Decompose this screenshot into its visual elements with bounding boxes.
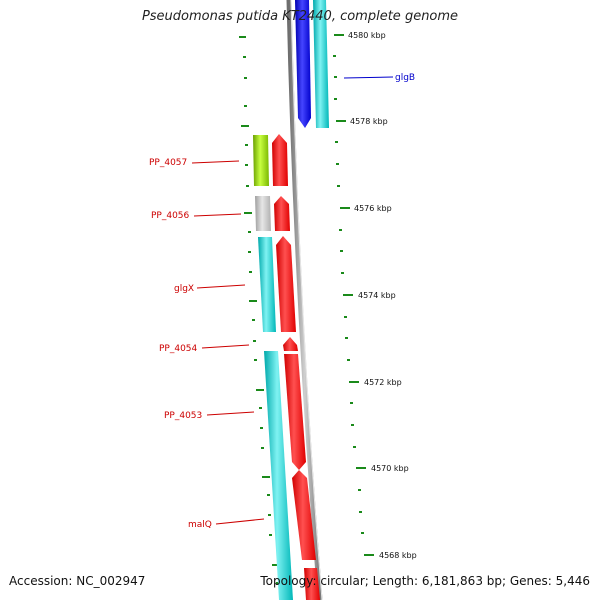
tick-label-4574: 4574 kbp [358, 291, 396, 300]
tick-label-4570: 4570 kbp [371, 464, 409, 473]
gene-label-glgB[interactable]: glgB [395, 73, 415, 83]
tick-label-4580: 4580 kbp [348, 31, 386, 40]
leader-malQ [215, 518, 265, 525]
gene-glgB-outer-cyan[interactable] [313, 0, 329, 128]
tick-label-4576: 4576 kbp [354, 204, 392, 213]
gene-glgX-cyan[interactable] [258, 237, 276, 332]
leader-PP_4054 [201, 344, 250, 349]
outer-track [295, 0, 329, 128]
gene-label-malQ[interactable]: malQ [188, 520, 212, 530]
tick-label-4568: 4568 kbp [379, 551, 417, 560]
leader-PP_4057 [191, 160, 240, 164]
gene-PP_4053-red[interactable] [284, 354, 306, 470]
gene-PP_4053-cyan[interactable] [264, 351, 293, 600]
gene-PP_4057-red[interactable] [272, 134, 288, 186]
gene-PP_4054-red[interactable] [283, 337, 298, 351]
gene-malQ-red[interactable] [292, 470, 316, 560]
gene-PP_4056-red[interactable] [274, 196, 290, 231]
tick-labels: 4580 kbp 4578 kbp 4576 kbp 4574 kbp 4572… [348, 31, 417, 560]
leader-glgX [196, 284, 246, 289]
backbone [286, 0, 323, 600]
genome-summary-text: Topology: circular; Length: 6,181,863 bp… [260, 574, 590, 588]
gene-labels: glgB PP_4057 PP_4056 glgX PP_4054 PP_405… [149, 73, 415, 530]
gene-label-PP_4054[interactable]: PP_4054 [159, 344, 198, 354]
gene-label-PP_4057[interactable]: PP_4057 [149, 158, 187, 168]
leader-glgB [343, 76, 394, 79]
gene-label-glgX[interactable]: glgX [174, 284, 194, 294]
gene-PP_4057-green[interactable] [253, 135, 269, 186]
gene-label-PP_4056[interactable]: PP_4056 [151, 211, 190, 221]
gene-glgB-blue[interactable] [295, 0, 311, 128]
tick-label-4572: 4572 kbp [364, 378, 402, 387]
leader-PP_4056 [193, 213, 242, 217]
gene-glgX-red[interactable] [276, 236, 296, 332]
inner-track [253, 134, 320, 600]
leader-PP_4053 [206, 411, 255, 416]
gene-label-PP_4053[interactable]: PP_4053 [164, 411, 202, 421]
outer-scale-dashes [333, 34, 374, 556]
backbone-strand-outer [286, 0, 323, 600]
map-title: Pseudomonas putida KT2440, complete geno… [141, 9, 459, 24]
inner-scale-dashes [239, 36, 280, 584]
backbone-strand-inner [290, 0, 323, 600]
gene-malQ-red-2[interactable] [304, 568, 320, 600]
gene-PP_4056-gray[interactable] [255, 196, 271, 231]
accession-text: Accession: NC_002947 [9, 574, 146, 588]
tick-label-4578: 4578 kbp [350, 117, 388, 126]
